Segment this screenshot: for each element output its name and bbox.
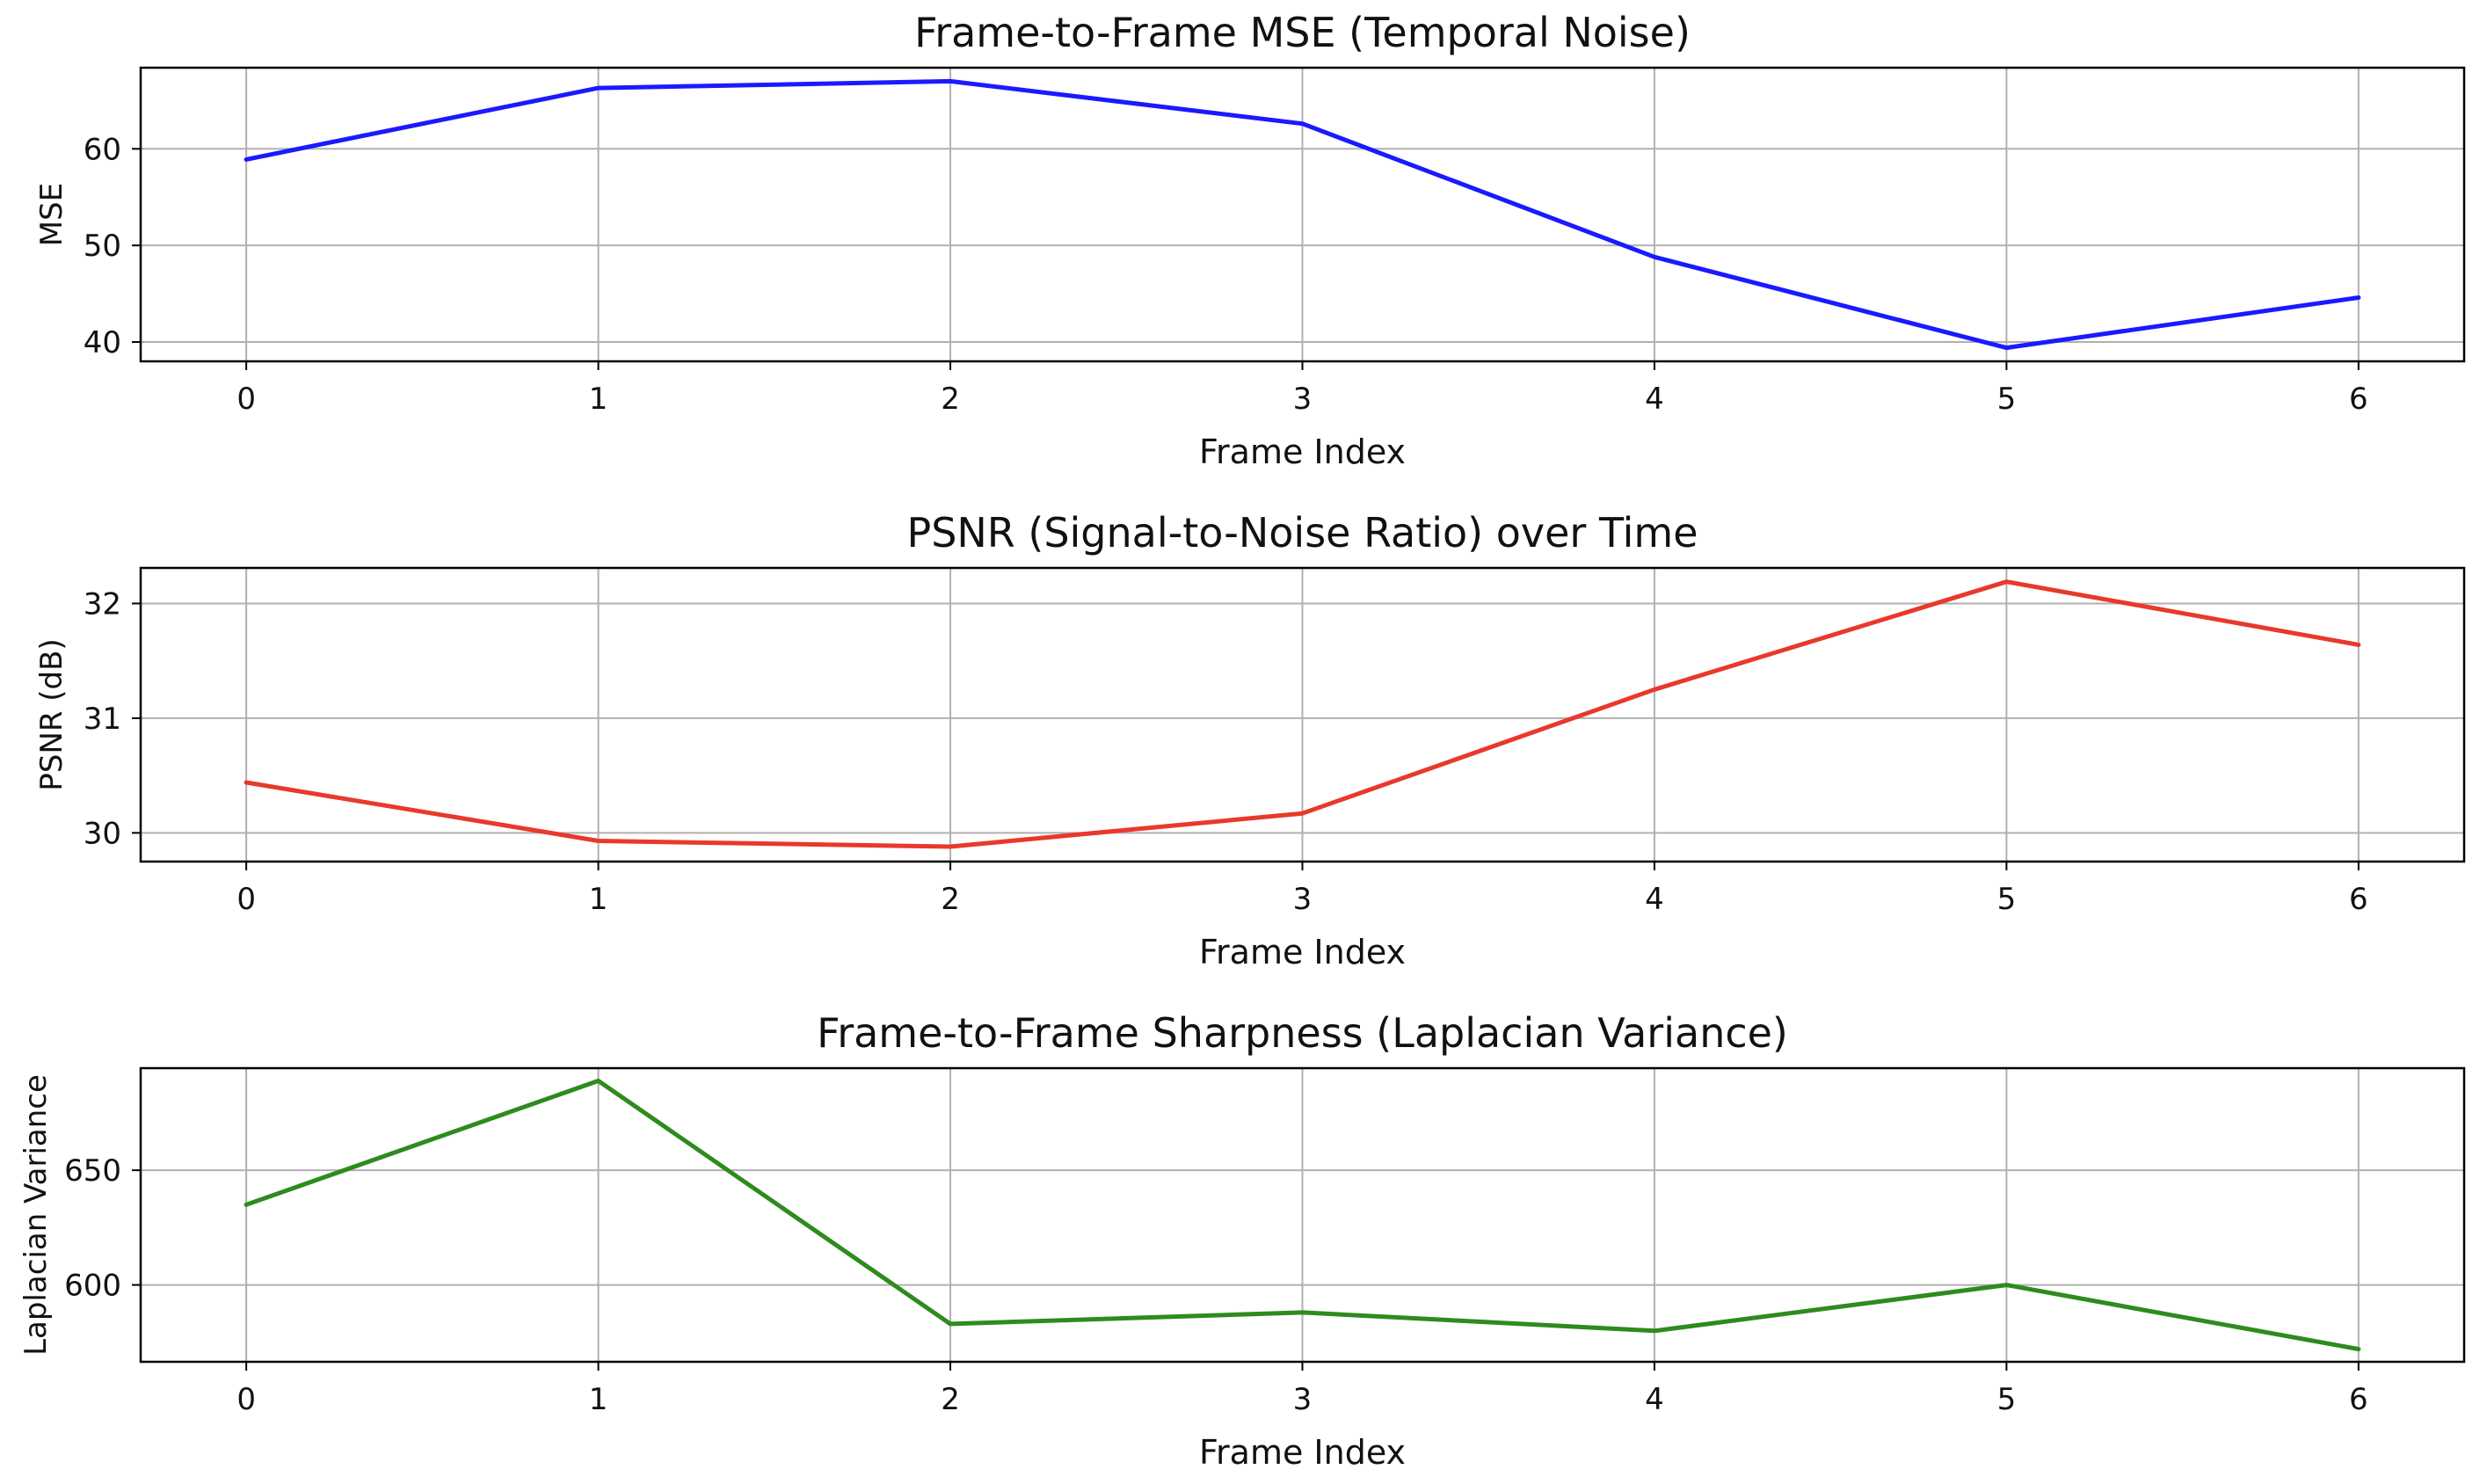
- panel-2-y-tick-label: 30: [84, 816, 121, 851]
- panel-3-series-line: [244, 1078, 2361, 1352]
- panel-3-y-axis-label: Laplacian Variance: [18, 1074, 54, 1356]
- panel-2-x-tick-label: 6: [2349, 882, 2368, 917]
- panel-2-x-tick-label: 1: [589, 882, 608, 917]
- panel-1-x-tick-label: 0: [236, 382, 256, 417]
- panel-1-x-tick-label: 1: [589, 382, 608, 417]
- panel-3-x-tick-label: 4: [1645, 1382, 1664, 1417]
- panel-3-title: Frame-to-Frame Sharpness (Laplacian Vari…: [817, 1009, 1788, 1057]
- panel-3-x-tick-label: 2: [941, 1382, 960, 1417]
- panel-2-x-tick-label: 3: [1293, 882, 1313, 917]
- panel-1-y-tick-label: 50: [84, 229, 121, 264]
- panel-1-x-tick-label: 2: [941, 382, 960, 417]
- panel-1-y-tick-label: 40: [84, 325, 121, 360]
- panel-2-x-axis-label: Frame Index: [1199, 933, 1406, 971]
- panel-3-x-axis-label: Frame Index: [1199, 1433, 1406, 1472]
- panel-1-x-tick-label: 5: [1997, 382, 2017, 417]
- panel-3-x-tick-label: 1: [589, 1382, 608, 1417]
- panel-1-series-line: [244, 78, 2361, 351]
- panel-3-x-tick-label: 6: [2349, 1382, 2368, 1417]
- panel-1-y-tick-label: 60: [84, 132, 121, 167]
- panel-2-x-tick-label: 0: [236, 882, 256, 917]
- panel-2-x-tick-label: 5: [1997, 882, 2017, 917]
- panel-2-y-axis-label: PSNR (dB): [34, 638, 69, 790]
- panel-2-title: PSNR (Signal-to-Noise Ratio) over Time: [906, 509, 1698, 556]
- panel-3-x-tick-label: 5: [1997, 1382, 2017, 1417]
- panel-3-x-tick-label: 3: [1293, 1382, 1313, 1417]
- panel-3-y-tick-label: 600: [64, 1269, 121, 1304]
- panel-1-x-tick-label: 3: [1293, 382, 1313, 417]
- panel-1-x-tick-label: 6: [2349, 382, 2368, 417]
- panel-2-x-tick-label: 2: [941, 882, 960, 917]
- panel-1-x-tick-label: 4: [1645, 382, 1664, 417]
- panel-2-x-tick-label: 4: [1645, 882, 1664, 917]
- panel-3-y-tick-label: 650: [64, 1153, 121, 1189]
- panel-2-series-line: [244, 579, 2361, 849]
- panel-1-title: Frame-to-Frame MSE (Temporal Noise): [914, 9, 1691, 56]
- panel-1-y-axis-label: MSE: [34, 183, 69, 246]
- panel-1-x-axis-label: Frame Index: [1199, 433, 1406, 471]
- panel-2-y-tick-label: 32: [84, 586, 121, 622]
- panel-2-y-tick-label: 31: [84, 702, 121, 737]
- panel-3-x-tick-label: 0: [236, 1382, 256, 1417]
